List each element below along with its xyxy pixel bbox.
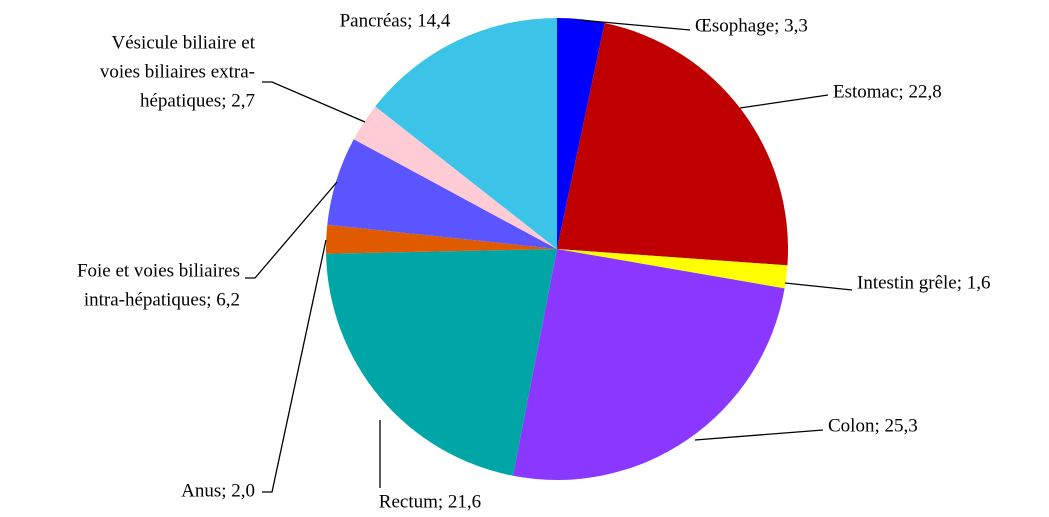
data-label: Colon; 25,3 — [828, 415, 918, 436]
pie-slice — [326, 224, 557, 254]
leader-line — [579, 19, 691, 31]
data-label: voies biliaires extra- — [100, 61, 255, 82]
pie-slice — [557, 249, 788, 289]
pie-slice — [327, 139, 557, 249]
pie-slice — [557, 18, 605, 249]
leader-line — [784, 282, 853, 291]
data-label: intra-hépatiques; 6,2 — [84, 289, 240, 310]
leader-line — [262, 239, 327, 493]
pie-slice — [512, 249, 785, 480]
pie-slice — [326, 249, 557, 476]
pie-slice — [353, 106, 557, 249]
data-label: Foie et voies biliaires — [77, 260, 240, 281]
leader-line — [262, 81, 366, 123]
data-label: Œsophage; 3,3 — [695, 15, 808, 36]
data-label: Rectum; 21,6 — [379, 491, 481, 512]
data-label: Anus; 2,0 — [181, 480, 255, 501]
pie-slice — [375, 18, 557, 249]
data-label: Vésicule biliaire et — [112, 32, 256, 53]
leader-line — [739, 94, 829, 109]
leader-line — [245, 181, 338, 279]
data-label: Intestin grêle; 1,6 — [857, 272, 991, 293]
data-label: Pancréas; 14,4 — [340, 10, 451, 31]
data-label: Estomac; 22,8 — [833, 81, 942, 102]
data-label: hépatiques; 2,7 — [140, 90, 255, 111]
pie-slice — [557, 22, 788, 266]
leader-line — [694, 429, 824, 441]
